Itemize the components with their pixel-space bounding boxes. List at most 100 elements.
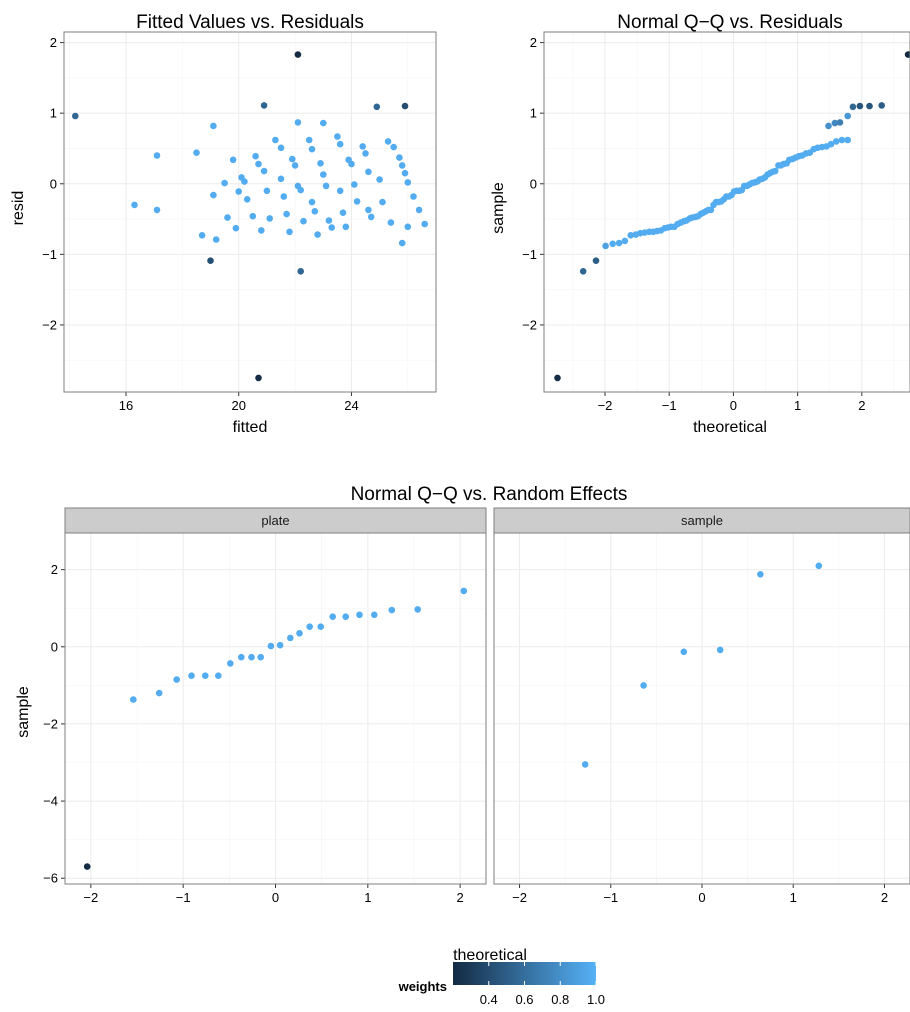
data-point bbox=[362, 150, 369, 157]
data-point bbox=[844, 112, 851, 120]
data-point bbox=[255, 374, 262, 382]
data-point bbox=[844, 136, 851, 144]
x-axis-title-qq-random: theoretical bbox=[453, 947, 527, 964]
strip-plate-background bbox=[64, 507, 487, 534]
data-point bbox=[287, 634, 294, 642]
y-tick-label: −1 bbox=[522, 247, 537, 262]
data-point bbox=[373, 103, 381, 111]
y-axis-title-qq-resid: sample bbox=[490, 182, 507, 234]
data-point bbox=[878, 102, 885, 109]
data-point bbox=[210, 122, 217, 130]
data-point bbox=[153, 152, 161, 159]
data-point bbox=[243, 196, 251, 203]
data-point bbox=[260, 102, 268, 109]
x-tick-label: 24 bbox=[344, 398, 358, 413]
data-point bbox=[193, 149, 200, 156]
data-point bbox=[627, 232, 634, 239]
x-axis-title-fitted: fitted bbox=[233, 419, 268, 436]
data-point bbox=[815, 562, 823, 570]
data-point bbox=[866, 102, 873, 110]
data-point bbox=[384, 138, 392, 145]
y-tick-label: 0 bbox=[530, 176, 537, 191]
data-point bbox=[221, 179, 228, 187]
data-point bbox=[300, 217, 307, 225]
data-point bbox=[379, 198, 386, 206]
legend-tick-label: 0.8 bbox=[551, 992, 569, 1007]
data-point bbox=[328, 224, 336, 231]
x-tick-label: 2 bbox=[858, 398, 865, 413]
panel-border bbox=[543, 31, 910, 393]
panel-fitted bbox=[64, 32, 436, 392]
y-tick-label: −2 bbox=[42, 317, 57, 332]
x-tick-label: 1 bbox=[790, 890, 797, 905]
chart-title-qq-resid: Normal Q−Q vs. Residuals bbox=[617, 12, 842, 33]
y-axis-title-qq-random: sample bbox=[15, 686, 32, 738]
x-tick-label: −1 bbox=[176, 890, 191, 905]
data-point bbox=[771, 167, 779, 175]
data-point bbox=[314, 231, 321, 238]
data-point bbox=[581, 761, 589, 768]
data-point bbox=[153, 206, 161, 214]
data-point bbox=[202, 672, 209, 679]
data-point bbox=[297, 268, 305, 275]
data-point bbox=[832, 138, 840, 145]
x-tick-label: 1 bbox=[794, 398, 801, 413]
data-point bbox=[252, 152, 259, 160]
x-tick-label: 0 bbox=[272, 890, 279, 905]
data-point bbox=[356, 611, 363, 619]
data-point bbox=[849, 103, 857, 111]
data-point bbox=[390, 143, 398, 151]
data-point bbox=[401, 169, 409, 177]
data-point bbox=[554, 374, 561, 382]
data-point bbox=[212, 236, 220, 243]
data-point bbox=[367, 213, 375, 221]
data-point bbox=[404, 179, 412, 186]
chart-title-fitted: Fitted Values vs. Residuals bbox=[136, 12, 364, 33]
strip-label-sample: sample bbox=[681, 513, 723, 528]
x-tick-label: 1 bbox=[364, 890, 371, 905]
data-point bbox=[325, 217, 333, 224]
data-point bbox=[365, 206, 372, 214]
panel-border bbox=[64, 532, 487, 885]
data-point bbox=[336, 140, 344, 148]
legend-colorbar bbox=[453, 962, 596, 985]
data-point bbox=[210, 191, 217, 199]
data-point bbox=[267, 642, 275, 650]
data-point bbox=[421, 220, 429, 228]
data-point bbox=[308, 145, 316, 153]
data-point bbox=[83, 863, 91, 870]
x-tick-label: −2 bbox=[512, 890, 527, 905]
x-tick-label: 2 bbox=[881, 890, 888, 905]
data-point bbox=[229, 156, 237, 164]
data-point bbox=[277, 175, 285, 183]
data-point bbox=[258, 227, 265, 234]
data-point bbox=[825, 122, 832, 130]
data-point bbox=[904, 51, 910, 58]
data-point bbox=[207, 257, 214, 265]
data-point bbox=[592, 257, 600, 265]
data-point bbox=[404, 223, 412, 231]
data-point bbox=[266, 215, 274, 222]
data-point bbox=[609, 240, 616, 248]
y-tick-label: 1 bbox=[50, 106, 57, 121]
y-tick-label: 2 bbox=[50, 35, 57, 50]
data-point bbox=[376, 176, 383, 183]
data-point bbox=[255, 160, 262, 168]
data-point bbox=[173, 676, 180, 683]
y-tick-label: 2 bbox=[530, 35, 537, 50]
data-point bbox=[410, 193, 417, 200]
data-point bbox=[856, 102, 864, 110]
strip-label-plate: plate bbox=[261, 513, 289, 528]
x-tick-label: 2 bbox=[457, 890, 464, 905]
data-point bbox=[388, 606, 396, 614]
legend-tick-label: 1.0 bbox=[587, 992, 605, 1007]
data-point bbox=[348, 160, 355, 168]
data-point bbox=[351, 181, 358, 188]
data-point bbox=[322, 182, 330, 190]
x-axis-title-qq-resid: theoretical bbox=[693, 419, 767, 436]
data-point bbox=[286, 228, 293, 236]
data-point bbox=[387, 219, 395, 226]
data-point bbox=[241, 178, 248, 185]
data-point bbox=[257, 653, 265, 661]
